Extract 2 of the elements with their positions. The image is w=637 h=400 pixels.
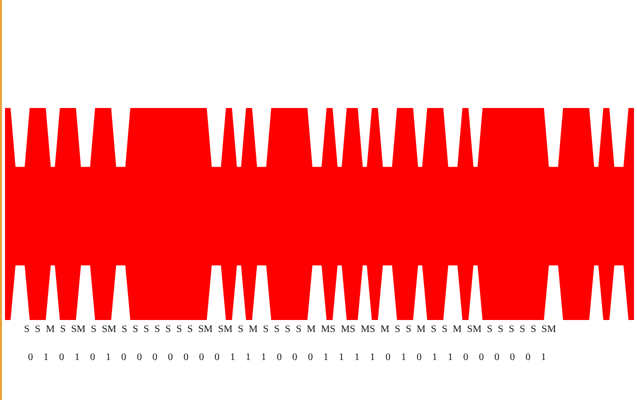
text: 0 1 0 1 0 1 0 0 0 0 0 0 0 1 1 1 0 0 0 1 1 1 1 0 1 0 1 1 0 0 0 0 0 1 (28, 352, 546, 363)
text: S S M S SM S SM S S S S S S S SM SM S M S S S S M MS MS MS M S S M S S M SM S S S S S SM (24, 324, 556, 335)
